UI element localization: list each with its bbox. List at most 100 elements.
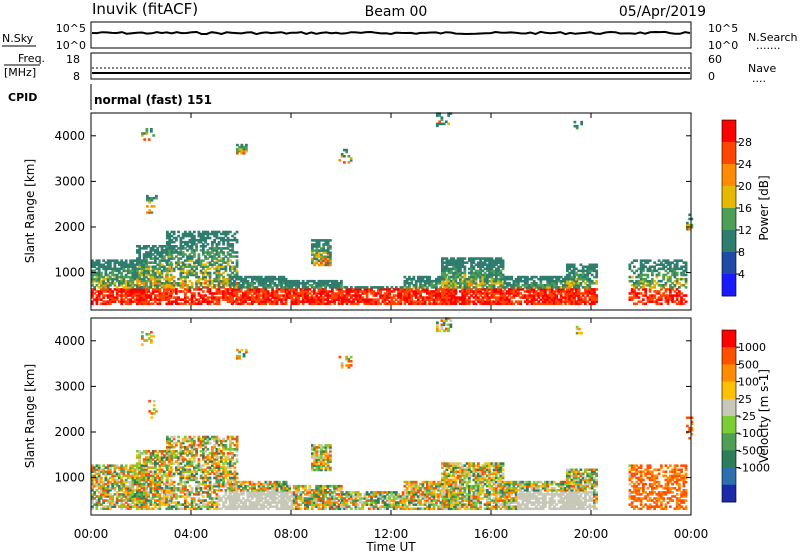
data-cell	[486, 263, 489, 267]
data-cell	[463, 257, 467, 260]
data-cell	[147, 253, 151, 256]
data-cell	[445, 292, 449, 295]
data-cell	[664, 300, 668, 303]
data-cell	[313, 255, 317, 259]
data-cell	[349, 157, 353, 160]
data-cell	[93, 286, 97, 289]
data-cell	[548, 294, 552, 297]
data-cell	[445, 302, 449, 306]
data-cell	[537, 286, 541, 289]
data-cell	[686, 227, 689, 231]
data-cell	[111, 294, 115, 297]
data-cell	[322, 249, 326, 252]
data-cell	[474, 257, 478, 260]
data-cell	[140, 294, 144, 297]
data-cell	[181, 265, 185, 269]
data-cell	[186, 240, 189, 244]
data-cell	[468, 288, 471, 291]
data-cell	[202, 296, 205, 299]
data-cell	[282, 298, 286, 301]
data-cell	[472, 300, 476, 303]
data-cell	[490, 273, 494, 277]
data-cell	[100, 491, 103, 494]
data-cell	[593, 302, 596, 306]
data-cell	[428, 292, 431, 295]
data-cell	[145, 269, 148, 273]
data-cell	[539, 275, 543, 279]
data-cell	[160, 255, 164, 258]
data-cell	[184, 234, 187, 238]
data-cell	[445, 296, 449, 299]
data-cell	[468, 296, 471, 299]
data-cell	[95, 505, 99, 508]
data-cell	[492, 300, 496, 303]
data-cell	[646, 267, 650, 271]
data-cell	[237, 288, 241, 291]
data-cell	[95, 476, 99, 480]
data-cell	[199, 284, 203, 287]
data-cell	[113, 269, 117, 273]
data-cell	[208, 290, 212, 293]
data-cell	[239, 277, 243, 281]
data-cell	[160, 249, 164, 252]
data-cell	[179, 249, 183, 252]
data-cell	[230, 302, 234, 306]
data-cell	[109, 271, 112, 275]
data-cell	[499, 271, 503, 275]
data-cell	[372, 298, 376, 301]
data-cell	[345, 288, 349, 291]
data-cell	[590, 282, 594, 285]
data-cell	[395, 286, 398, 289]
data-cell	[581, 273, 585, 277]
data-cell	[237, 284, 241, 287]
data-cell	[147, 269, 151, 273]
data-cell	[231, 294, 234, 297]
data-cell	[386, 294, 389, 297]
data-cell	[111, 499, 115, 502]
data-cell	[142, 253, 146, 256]
data-cell	[172, 245, 176, 248]
data-cell	[686, 223, 689, 227]
data-cell	[441, 284, 444, 287]
data-cell	[414, 282, 418, 285]
data-cell	[100, 480, 103, 484]
data-cell	[444, 294, 447, 297]
data-cell	[102, 275, 106, 279]
data-cell	[553, 284, 556, 287]
data-cell	[142, 302, 146, 306]
data-cell	[136, 300, 139, 303]
data-cell	[495, 267, 498, 271]
data-cell	[260, 298, 263, 301]
data-cell	[175, 238, 178, 242]
data-cell	[322, 251, 326, 254]
data-cell	[412, 277, 416, 281]
data-cell	[669, 263, 672, 267]
data-cell	[468, 257, 471, 260]
data-cell	[352, 288, 355, 291]
data-cell	[151, 245, 155, 248]
data-cell	[224, 247, 228, 250]
data-cell	[217, 269, 221, 273]
data-cell	[229, 259, 232, 262]
data-cell	[115, 294, 119, 297]
data-cell	[288, 284, 292, 287]
data-cell	[423, 296, 427, 299]
colorbar-tick-label: 24	[738, 158, 752, 171]
data-cell	[474, 263, 478, 267]
data-cell	[91, 302, 94, 306]
data-cell	[584, 290, 587, 293]
data-cell	[447, 279, 451, 283]
data-cell	[566, 275, 569, 279]
data-cell	[233, 265, 237, 269]
data-cell	[499, 279, 503, 283]
data-cell	[245, 143, 248, 147]
data-cell	[680, 302, 683, 306]
data-cell	[163, 249, 166, 252]
data-cell	[680, 298, 683, 301]
data-cell	[306, 286, 310, 289]
data-cell	[490, 288, 494, 291]
data-cell	[149, 261, 153, 264]
data-cell	[463, 290, 467, 293]
data-cell	[211, 292, 214, 295]
data-cell	[423, 288, 427, 291]
